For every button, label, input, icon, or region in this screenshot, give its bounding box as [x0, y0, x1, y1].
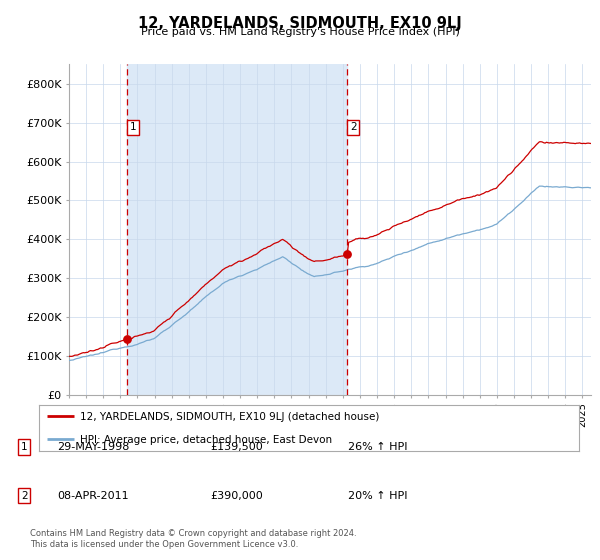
Text: 12, YARDELANDS, SIDMOUTH, EX10 9LJ: 12, YARDELANDS, SIDMOUTH, EX10 9LJ	[138, 16, 462, 31]
Text: 08-APR-2011: 08-APR-2011	[57, 491, 128, 501]
Text: 1: 1	[21, 442, 28, 452]
Point	[122, 334, 132, 343]
Text: 12, YARDELANDS, SIDMOUTH, EX10 9LJ (detached house): 12, YARDELANDS, SIDMOUTH, EX10 9LJ (deta…	[79, 412, 379, 422]
Text: 2: 2	[350, 123, 356, 133]
Text: 1: 1	[130, 123, 137, 133]
Text: 29-MAY-1998: 29-MAY-1998	[57, 442, 130, 452]
Text: 26% ↑ HPI: 26% ↑ HPI	[348, 442, 407, 452]
Text: 20% ↑ HPI: 20% ↑ HPI	[348, 491, 407, 501]
Text: £139,500: £139,500	[210, 442, 263, 452]
Text: HPI: Average price, detached house, East Devon: HPI: Average price, detached house, East…	[79, 435, 332, 445]
Point	[343, 250, 352, 259]
Text: £390,000: £390,000	[210, 491, 263, 501]
Text: Price paid vs. HM Land Registry's House Price Index (HPI): Price paid vs. HM Land Registry's House …	[140, 27, 460, 37]
Bar	[127, 64, 347, 395]
Text: Contains HM Land Registry data © Crown copyright and database right 2024.
This d: Contains HM Land Registry data © Crown c…	[30, 529, 356, 549]
Text: 2: 2	[21, 491, 28, 501]
